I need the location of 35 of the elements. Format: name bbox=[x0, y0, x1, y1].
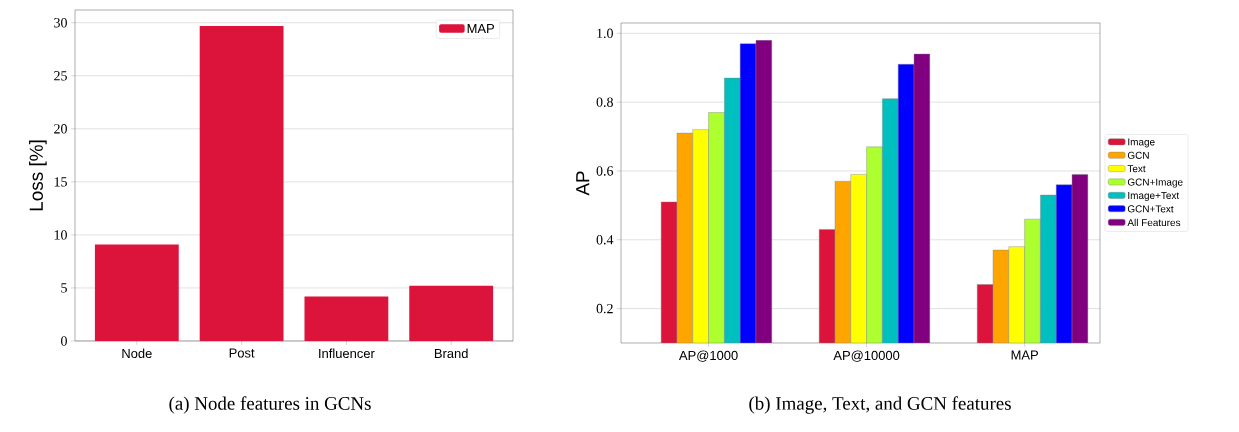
x-tick-label: AP@10000 bbox=[833, 350, 900, 362]
y-tick-label: 10 bbox=[54, 230, 67, 240]
y-axis-title: Loss [%] bbox=[29, 140, 47, 211]
legend-label: Image bbox=[1128, 138, 1155, 148]
legend-label: GCN+Image bbox=[1127, 178, 1183, 188]
y-tick-label: 0.2 bbox=[596, 303, 613, 314]
bar bbox=[199, 25, 284, 341]
y-tick-label: 25 bbox=[54, 71, 67, 81]
legend-label: Text bbox=[1127, 165, 1146, 173]
legend-label: GCN bbox=[1127, 151, 1149, 159]
x-tick-label: AP@1000 bbox=[678, 350, 738, 362]
y-axis-title: AP bbox=[576, 171, 590, 196]
x-tick-label: Post bbox=[229, 348, 255, 358]
y-tick-label: 30 bbox=[54, 18, 67, 28]
bar bbox=[409, 285, 494, 341]
y-tick-label: 0.6 bbox=[596, 166, 614, 176]
y-tick-label: 20 bbox=[54, 124, 67, 134]
legend-label: Image+Text bbox=[1128, 192, 1180, 201]
y-tick-label: 0 bbox=[61, 336, 67, 346]
text: (a) Node features in GCNs bbox=[169, 396, 371, 414]
text: (b) Image, Text, and GCN features bbox=[749, 396, 1011, 414]
y-tick-label: 0.4 bbox=[596, 235, 614, 245]
y-tick-label: 5 bbox=[61, 283, 67, 293]
bar bbox=[304, 296, 389, 341]
x-tick-label: Brand bbox=[434, 348, 468, 359]
legend-label: All Features bbox=[1127, 218, 1181, 227]
x-tick-label: Influencer bbox=[319, 348, 375, 359]
y-tick-label: 15 bbox=[54, 177, 67, 187]
bar bbox=[94, 244, 179, 341]
y-tick-label: 1.0 bbox=[597, 28, 613, 39]
legend-label: GCN+Text bbox=[1127, 205, 1174, 213]
x-tick-label: Node bbox=[122, 348, 152, 359]
legend-label: MAP bbox=[467, 24, 494, 34]
x-tick-label: MAP bbox=[1011, 350, 1038, 360]
y-tick-label: 0.8 bbox=[596, 97, 613, 107]
